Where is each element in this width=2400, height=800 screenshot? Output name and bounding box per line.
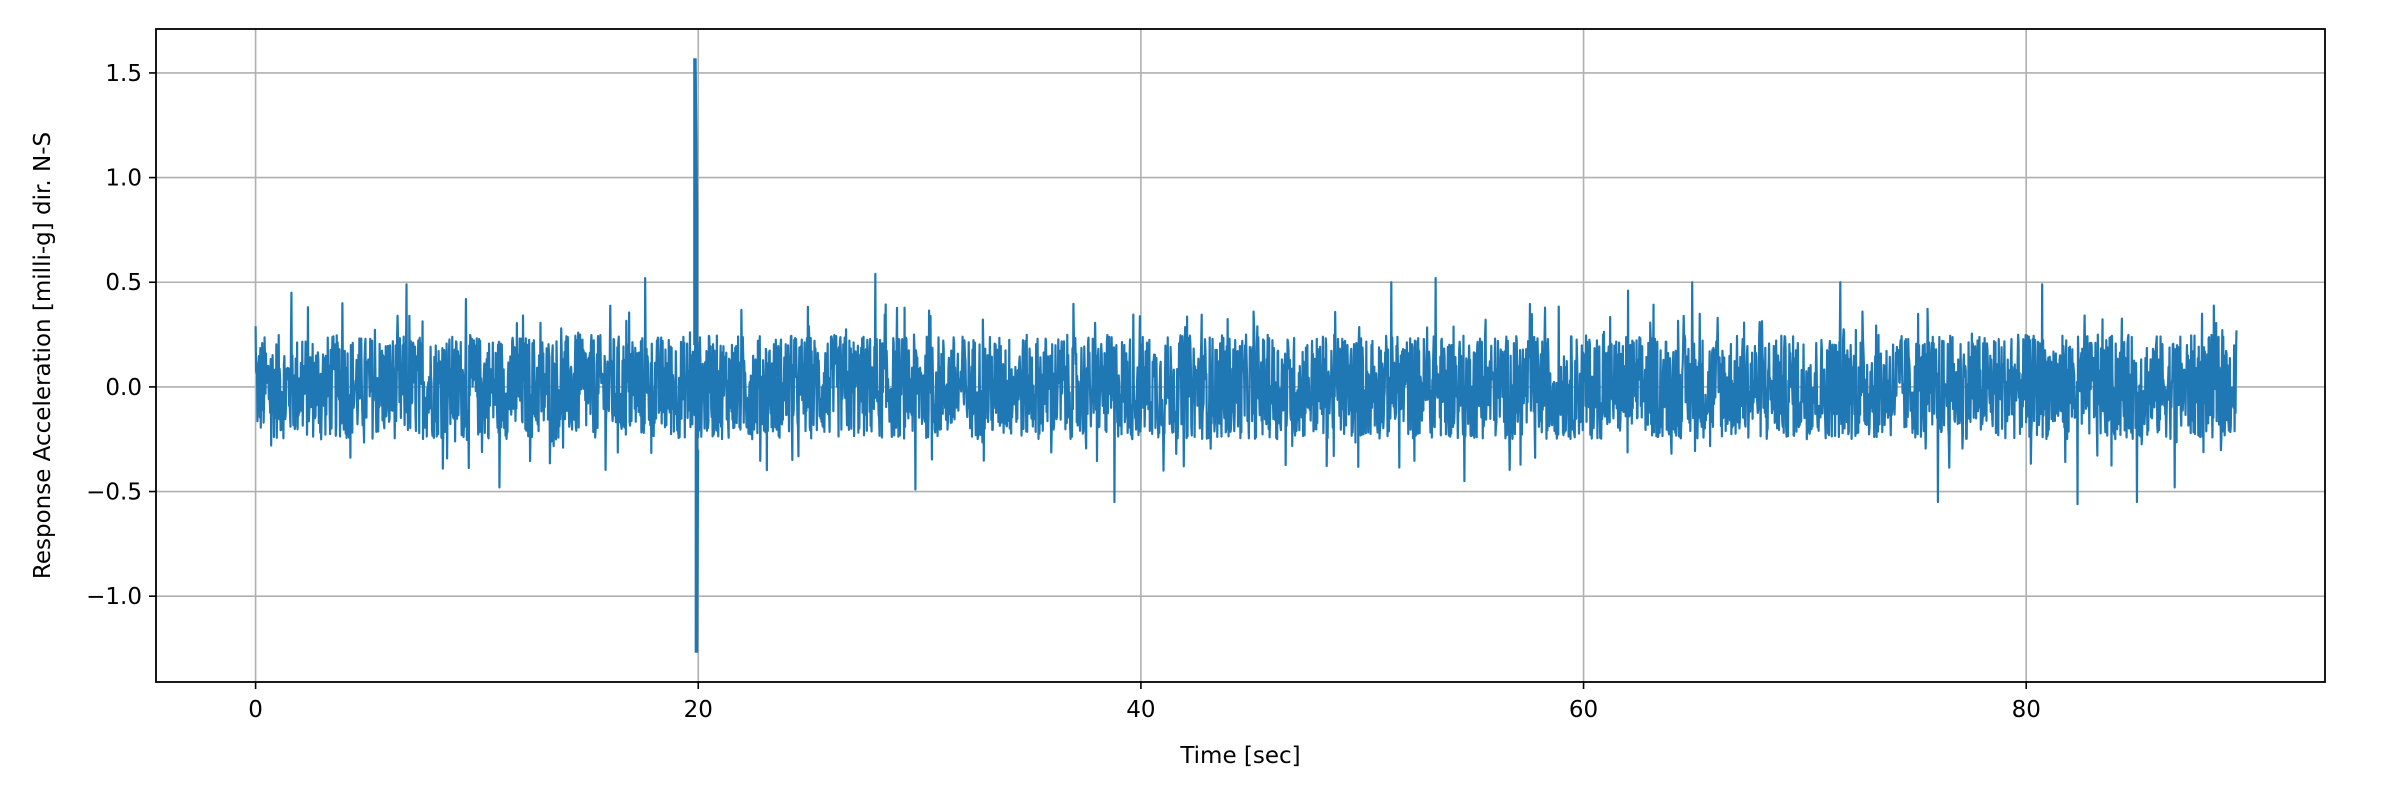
x-tick-label: 80	[2012, 697, 2041, 723]
x-tick-label: 0	[248, 697, 263, 723]
y-tick-label: −1.0	[86, 584, 142, 610]
x-tick-label: 40	[1126, 697, 1155, 723]
y-tick-label: 1.5	[105, 61, 142, 87]
y-axis-label: Response Acceleration [milli-g] dir. N-S	[30, 132, 56, 579]
y-tick-label: 0.0	[105, 375, 142, 401]
x-tick-label: 60	[1569, 697, 1598, 723]
y-tick-label: 0.5	[105, 270, 142, 296]
axes-frame	[155, 28, 2326, 683]
series-spike	[693, 58, 700, 653]
y-tick-label: 1.0	[105, 166, 142, 192]
plot-area	[254, 58, 2238, 653]
axis-ticks: 0 20 40 60 80 −1.0 −0.5 0.0 0.5 1.0 1.5	[86, 61, 2041, 723]
y-tick-label: −0.5	[86, 480, 142, 506]
x-axis-label: Time [sec]	[1179, 743, 1300, 769]
series-line	[254, 272, 2238, 506]
x-tick-label: 20	[684, 697, 713, 723]
